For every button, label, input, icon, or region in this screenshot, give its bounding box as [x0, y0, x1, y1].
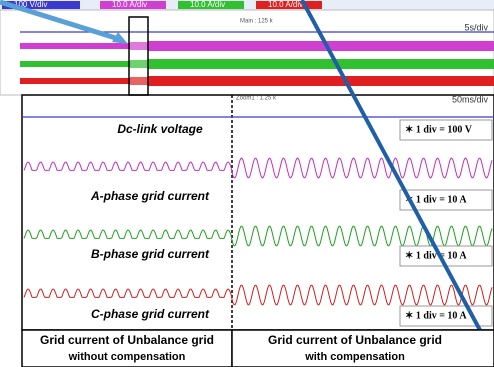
- main-scale: 5s/div: [464, 22, 488, 32]
- trace-band: [20, 43, 130, 49]
- trace-band: [130, 42, 148, 50]
- channel-label: 10.0 A/div: [190, 0, 225, 9]
- trace-band: [130, 77, 148, 85]
- trace-band: [148, 59, 494, 69]
- trace-band: [130, 60, 148, 68]
- caption-subtitle: without compensation: [68, 351, 186, 363]
- caption-subtitle: with compensation: [304, 351, 405, 363]
- scale-label: ✶ 1 div = 10 A: [405, 194, 467, 205]
- caption-title: Grid current of Unbalance grid: [268, 333, 442, 347]
- zoom-scale: 50ms/div: [452, 94, 489, 104]
- trace-band: [20, 61, 130, 67]
- zoom-label: Zoom1 : 1.25 k: [236, 96, 277, 102]
- channel-label: 10.0 A/div: [268, 0, 303, 9]
- trace-label: Dc-link voltage: [117, 122, 203, 136]
- trace-band: [148, 41, 494, 51]
- main-label: Main : 125 k: [240, 19, 274, 25]
- page: 100 V/div 10.0 A/div 10.0 A/div 10.0 A/d…: [0, 0, 494, 367]
- channel-label: 10.0 A/div: [112, 0, 147, 9]
- caption-title: Grid current of Unbalance grid: [40, 333, 214, 347]
- trace-label: A-phase grid current: [90, 189, 210, 203]
- scale-label: ✶ 1 div = 10 A: [405, 310, 467, 321]
- trace-label: B-phase grid current: [91, 247, 210, 261]
- trace-band: [20, 78, 130, 84]
- scale-label: ✶ 1 div = 100 V: [405, 124, 473, 135]
- trace-band: [148, 76, 494, 86]
- figure: 100 V/div 10.0 A/div 10.0 A/div 10.0 A/d…: [0, 0, 494, 367]
- trace-label: C-phase grid current: [91, 307, 210, 321]
